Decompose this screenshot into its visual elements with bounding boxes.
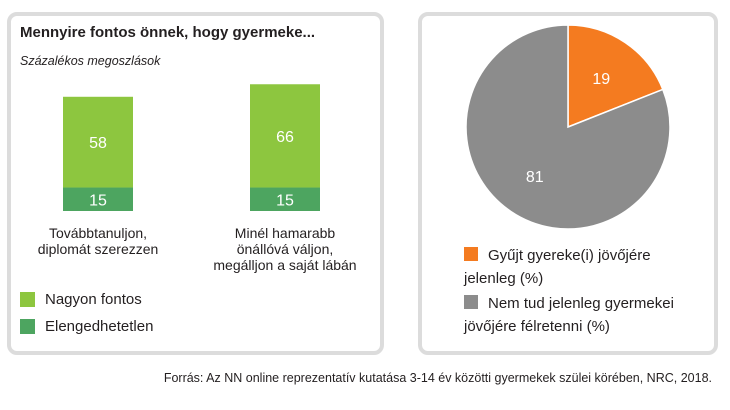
pie-value-label-0: 19 [592, 71, 610, 88]
bar-value-label-1-1: 66 [276, 129, 294, 146]
legend-swatch-nagyon-fontos [20, 292, 35, 307]
chart-subtitle: Százalékos megoszlások [20, 54, 161, 68]
source-note: Forrás: Az NN online reprezentatív kutat… [163, 371, 712, 385]
pie-legend-label-nem-tud-line-2: jövőjére félretenni (%) [464, 318, 610, 335]
pie-legend-item-nem-tud: Nem tud jelenleg gyermekei jövőjére félr… [464, 292, 730, 338]
bar-elengedhetetlen-1 [250, 187, 320, 211]
category-label-0-line-1: diplomát szerezzen [38, 241, 159, 257]
pie-legend-label-nem-tud-line-1: Nem tud jelenleg gyermekei [488, 295, 674, 312]
pie-legend-label-gyujt-line-1: Gyűjt gyereke(i) jövőjére [488, 247, 651, 264]
pie-slice-1 [465, 24, 671, 230]
legend-swatch-elengedhetetlen [20, 319, 35, 334]
legend-label-nagyon-fontos: Nagyon fontos [45, 291, 142, 308]
category-label-1-line-1: önállóvá váljon, [237, 241, 334, 257]
pie-value-label-1: 81 [526, 169, 544, 186]
legend-item-nagyon-fontos: Nagyon fontos [20, 291, 142, 308]
legend-item-elengedhetetlen: Elengedhetetlen [20, 318, 153, 335]
pie-slice-0 [567, 24, 664, 129]
bar-nagyon-fontos-1 [250, 84, 320, 188]
bar-value-label-0-1: 15 [276, 192, 294, 209]
bar-nagyon-fontos-0 [63, 96, 133, 188]
category-label-0-line-0: Továbbtanuljon, [49, 225, 147, 241]
pie-legend-swatch-gyujt [464, 247, 478, 261]
bar-elengedhetetlen-0 [63, 187, 133, 211]
pie-legend-swatch-nem-tud [464, 295, 478, 309]
chart-title: Mennyire fontos önnek, hogy gyermeke... [20, 24, 316, 41]
legend-label-elengedhetetlen: Elengedhetetlen [45, 318, 154, 335]
category-label-1-line-0: Minél hamarabb [235, 225, 336, 241]
pie-legend-item-gyujt: Gyűjt gyereke(i) jövőjére jelenleg (%) [464, 244, 730, 290]
bar-value-label-1-0: 58 [89, 135, 107, 152]
bar-value-label-0-0: 15 [89, 192, 107, 209]
pie-legend-label-gyujt-line-2: jelenleg (%) [464, 270, 544, 287]
category-label-1-line-2: megálljon a saját lábán [213, 257, 356, 273]
